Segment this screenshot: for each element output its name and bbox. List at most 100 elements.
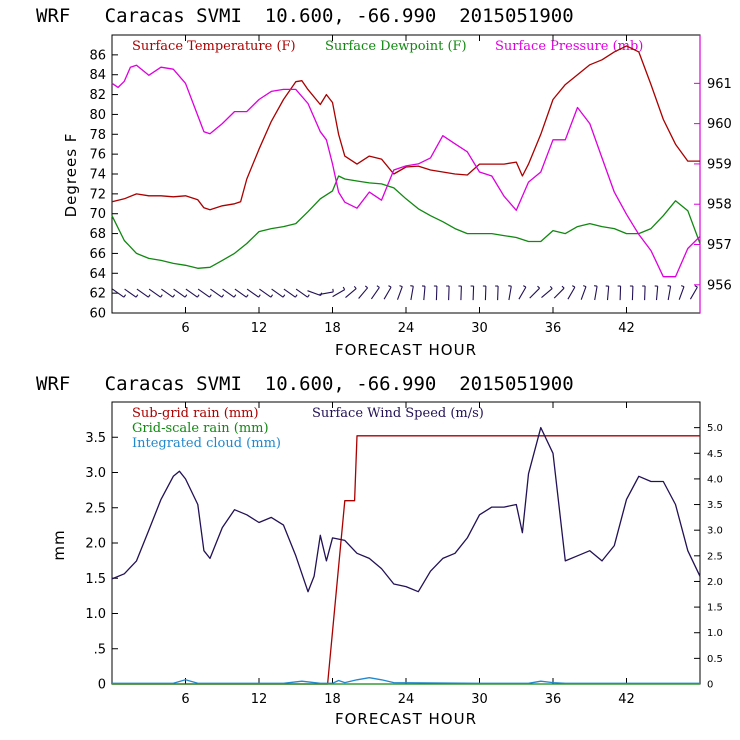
wind-barb <box>396 285 403 300</box>
wind-barb <box>124 288 139 298</box>
bottom-x-tick-label: 24 <box>398 692 415 707</box>
wind-barb <box>383 285 392 300</box>
legend-gridscale-rain: Grid-scale rain (mm) <box>132 421 269 436</box>
top-plot-frame <box>111 34 701 314</box>
wind-barb <box>259 288 274 298</box>
top-x-tick-label: 42 <box>618 321 635 336</box>
wind-barb <box>410 285 414 301</box>
bottom-y-tick-label: 2.0 <box>85 537 106 552</box>
top-y-tick-label: 62 <box>89 287 106 302</box>
wind-barb <box>529 285 540 299</box>
bottom-y2-tick-label: 3.0 <box>707 526 723 537</box>
top-y-tick-label: 68 <box>89 227 106 242</box>
bottom-y2-tick-label: 4.5 <box>707 449 723 460</box>
bottom-y-tick-label: 3.5 <box>85 431 106 446</box>
top-y-tick-label: 82 <box>89 88 106 103</box>
series-sub-grid-rain-line <box>112 435 700 685</box>
top-y2-tick-label: 956 <box>707 278 732 293</box>
wind-barb <box>185 288 200 298</box>
top-y-tick-label: 86 <box>89 48 106 63</box>
wind-barb <box>553 285 565 299</box>
legend-subgrid-rain: Sub-grid rain (mm) <box>132 406 259 421</box>
bottom-y2-tick-label: 0 <box>707 680 713 691</box>
wind-barb <box>629 285 634 301</box>
top-y-axis-label: Degrees F <box>62 133 80 218</box>
wind-barb <box>246 288 261 298</box>
top-y2-tick-label: 958 <box>707 198 732 213</box>
top-y-tick-label: 80 <box>89 108 106 123</box>
series-integrated-cloud-line <box>112 677 700 684</box>
top-y-tick-label: 84 <box>89 68 106 83</box>
bottom-x-axis-label: FORECAST HOUR <box>335 710 477 728</box>
bottom-x-tick-label: 18 <box>324 692 341 707</box>
wind-barb <box>234 288 249 298</box>
bottom-y2-tick-label: 2.0 <box>707 577 723 588</box>
top-y2-tick-label: 957 <box>707 238 732 253</box>
wind-barb <box>271 288 286 298</box>
top-y-tick-label: 72 <box>89 187 106 202</box>
wind-barb <box>654 285 659 301</box>
wind-barb <box>642 285 646 301</box>
bottom-y2-tick-label: 3.5 <box>707 500 723 511</box>
wind-barb <box>667 285 672 301</box>
top-y2-tick-label: 960 <box>707 117 732 132</box>
wind-barb <box>173 288 188 298</box>
legend-surface-wind-speed: Surface Wind Speed (m/s) <box>312 406 484 421</box>
series-surface-temperature-line <box>111 45 700 211</box>
top-y2-tick-label: 961 <box>707 77 732 92</box>
bottom-x-tick-label: 42 <box>618 692 635 707</box>
wind-barb <box>470 285 475 301</box>
top-y2-tick-label: 959 <box>707 157 732 172</box>
legend-surface-pressure: Surface Pressure (mb) <box>495 39 643 54</box>
series-surface-dewpoint-line <box>111 175 701 269</box>
wind-barb <box>580 285 587 300</box>
top-chart-title: WRF Caracas SVMI 10.600, -66.990 2015051… <box>36 5 574 27</box>
bottom-y-tick-label: .5 <box>94 642 106 657</box>
wind-barb <box>283 288 298 298</box>
wind-barb <box>295 288 310 298</box>
wind-barb <box>210 288 225 298</box>
bottom-y2-tick-label: 1.0 <box>707 628 723 639</box>
wind-barb <box>678 285 685 300</box>
wind-barb <box>605 285 610 301</box>
bottom-y-tick-label: 1.0 <box>85 607 106 622</box>
bottom-x-tick-label: 6 <box>181 692 189 707</box>
bottom-x-tick-label: 30 <box>471 692 488 707</box>
series-surface-pressure-line <box>111 64 701 278</box>
wind-barb <box>345 285 357 299</box>
wind-barb <box>370 285 380 300</box>
wind-barb <box>495 285 499 301</box>
bottom-y2-tick-label: 5.0 <box>707 423 723 434</box>
wind-barb <box>594 285 598 301</box>
bottom-y2-tick-label: 0.5 <box>707 654 723 665</box>
wind-barb <box>222 288 237 298</box>
top-y-tick-label: 70 <box>89 207 106 222</box>
wind-barb <box>112 288 127 298</box>
top-x-tick-label: 30 <box>471 321 488 336</box>
top-x-tick-label: 36 <box>545 321 562 336</box>
bottom-y-tick-label: 1.5 <box>85 572 106 587</box>
bottom-y-tick-label: 2.5 <box>85 501 106 516</box>
wind-barb <box>197 288 212 298</box>
top-y-tick-label: 74 <box>89 168 106 183</box>
bottom-panel: WRF Caracas SVMI 10.600, -66.990 2015051… <box>36 373 723 728</box>
wind-barb <box>482 285 487 301</box>
top-x-axis-label: FORECAST HOUR <box>335 341 477 359</box>
wind-barb <box>136 288 151 298</box>
wind-barb <box>508 285 512 301</box>
top-y-tick-label: 64 <box>89 267 106 282</box>
top-y-tick-label: 76 <box>89 148 106 163</box>
wind-barb <box>358 285 369 299</box>
legend-integrated-cloud: Integrated cloud (mm) <box>132 436 281 451</box>
wind-barb <box>319 288 334 295</box>
legend-surface-temperature: Surface Temperature (F) <box>132 39 296 54</box>
bottom-x-tick-label: 12 <box>251 692 268 707</box>
wind-barb <box>433 285 438 301</box>
wind-barb <box>518 285 527 300</box>
top-x-tick-label: 12 <box>251 321 268 336</box>
top-y-tick-label: 78 <box>89 128 106 143</box>
wind-barb <box>689 285 698 300</box>
top-panel: WRF Caracas SVMI 10.600, -66.990 2015051… <box>36 5 732 359</box>
wind-barb <box>617 285 622 301</box>
